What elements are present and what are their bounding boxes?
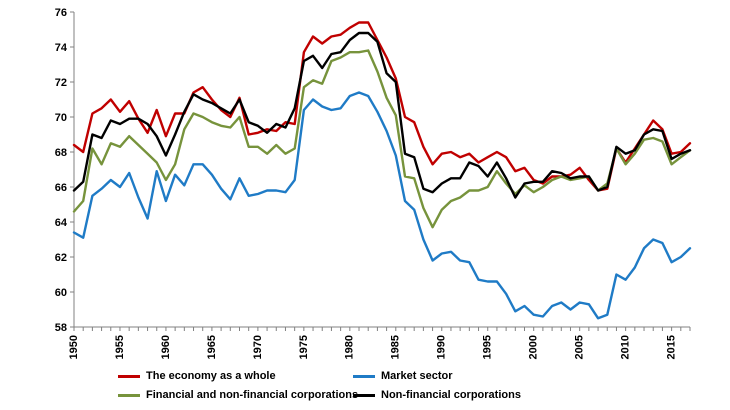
x-tick-label: 1950: [68, 335, 80, 359]
x-tick-label: 1955: [114, 335, 126, 359]
x-tick-label: 1995: [482, 335, 494, 359]
series-line-1: [72, 91, 692, 320]
x-tick-label: 1980: [344, 335, 356, 359]
x-tick-label: 1965: [206, 335, 218, 359]
x-tick-label: 2015: [666, 335, 678, 359]
series-line-3: [72, 31, 692, 199]
y-tick-label: 68: [55, 147, 67, 159]
x-tick-label: 1990: [436, 335, 448, 359]
y-tick-label: 64: [55, 217, 68, 229]
y-tick-label: 66: [55, 182, 67, 194]
x-tick-label: 2010: [620, 335, 632, 359]
chart-axes: [70, 11, 691, 331]
y-tick-label: 62: [55, 252, 67, 264]
y-tick-label: 70: [55, 112, 67, 124]
x-tick-label: 1960: [160, 335, 172, 359]
x-tick-label: 2000: [528, 335, 540, 359]
chart-series-layer: [72, 21, 692, 320]
x-tick-label: 1985: [390, 335, 402, 359]
x-tick-label: 1970: [252, 335, 264, 359]
chart-tick-labels: 58 60 62 64 66 68 70 72 74 76 1950 1955 1960 1965 1970…: [55, 7, 678, 359]
x-tick-label: 1975: [298, 335, 310, 359]
y-tick-label: 60: [55, 287, 67, 299]
series-line-0: [72, 21, 692, 192]
x-tick-label: 2005: [574, 335, 586, 359]
y-tick-label: 74: [55, 42, 68, 54]
y-tick-label: 58: [55, 322, 67, 334]
y-tick-label: 76: [55, 7, 67, 19]
y-tick-label: 72: [55, 77, 67, 89]
